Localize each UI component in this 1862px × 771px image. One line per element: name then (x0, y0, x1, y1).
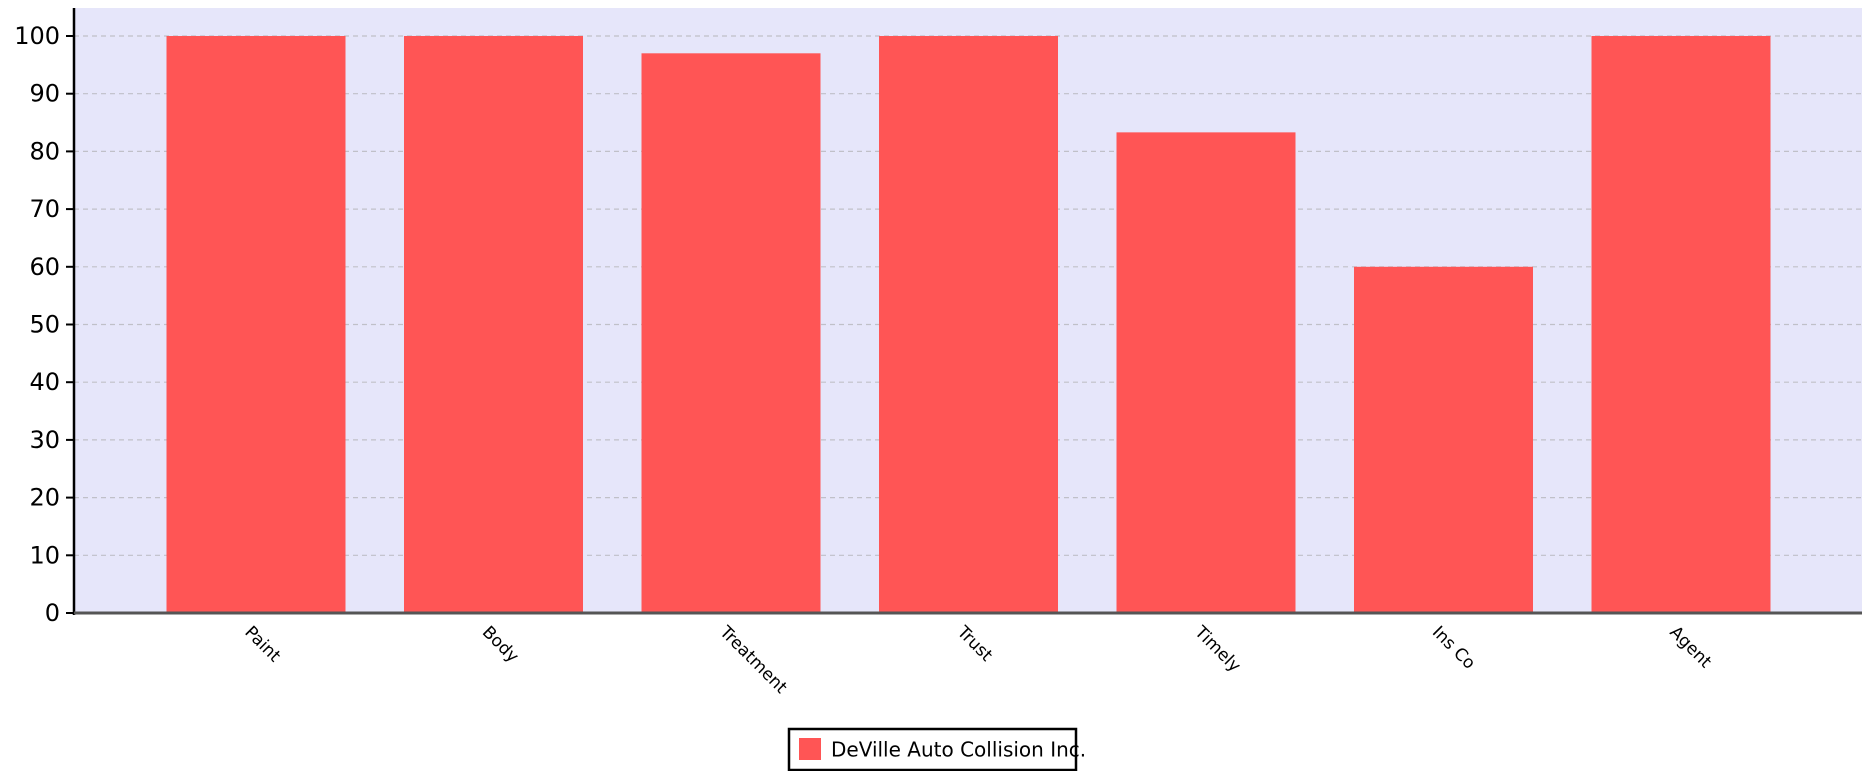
bar-trust (879, 36, 1058, 613)
y-tick-label: 80 (29, 137, 60, 165)
y-axis-ticks: 0 10 20 30 40 50 60 70 80 90 100 (14, 22, 74, 627)
y-tick-label: 60 (29, 253, 60, 281)
bar-ins-co (1354, 266, 1533, 613)
y-tick-label: 0 (45, 599, 60, 627)
legend-label: DeVille Auto Collision Inc. (831, 738, 1086, 762)
x-tick-label: Ins Co (1428, 622, 1479, 673)
y-tick-label: 40 (29, 368, 60, 396)
bar-body (404, 36, 583, 613)
x-tick-label: Timely (1190, 622, 1245, 677)
legend: DeVille Auto Collision Inc. (787, 727, 1086, 771)
bar-paint (166, 36, 346, 613)
bars (166, 36, 1771, 614)
y-tick-label: 90 (29, 80, 60, 108)
legend-swatch (799, 738, 821, 760)
x-tick-label: Agent (1665, 622, 1715, 672)
y-tick-label: 30 (29, 426, 60, 454)
x-tick-label: Treatment (715, 622, 791, 698)
bar-treatment (641, 53, 821, 614)
x-tick-label: Trust (952, 622, 996, 666)
y-tick-label: 50 (29, 311, 60, 339)
legend-box (787, 727, 1078, 771)
bar-timely (1116, 132, 1296, 613)
y-tick-label: 10 (29, 541, 60, 569)
y-tick-label: 100 (14, 22, 60, 50)
x-tick-label: Body (478, 622, 522, 666)
x-axis-labels: Paint Body Treatment Trust Timely Ins Co Agent (240, 622, 1715, 698)
y-tick-label: 70 (29, 195, 60, 223)
x-tick-label: Paint (240, 622, 284, 666)
bar-agent (1591, 36, 1771, 613)
y-tick-label: 20 (29, 484, 60, 512)
